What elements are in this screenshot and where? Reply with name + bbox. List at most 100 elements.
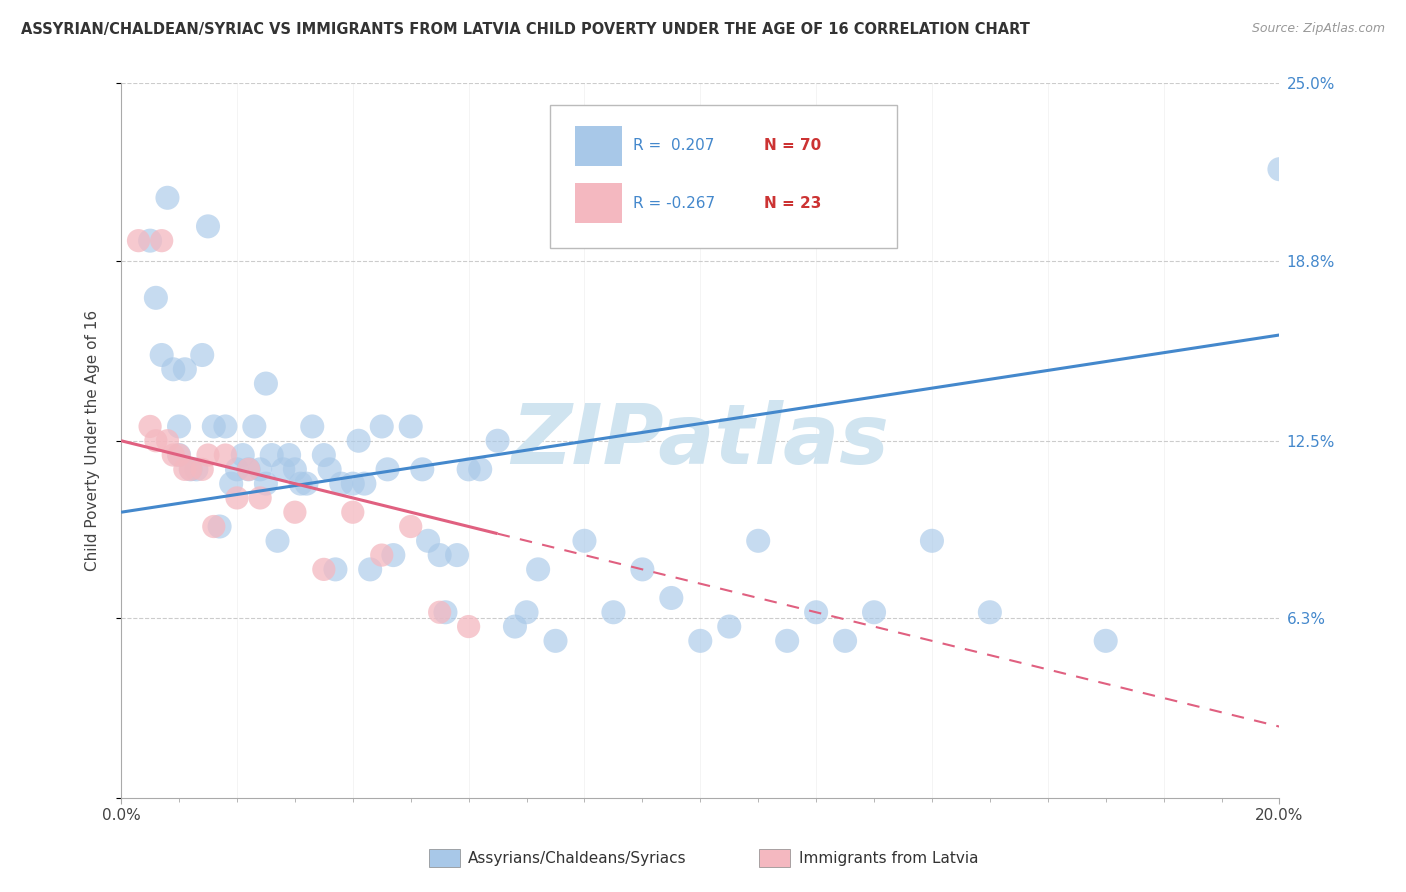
Point [429, 605, 451, 619]
Point [128, 234, 150, 248]
Point [979, 605, 1001, 619]
Point [659, 591, 682, 605]
Point [284, 462, 307, 476]
Point [359, 562, 381, 576]
Point [186, 462, 208, 476]
Point [574, 533, 596, 548]
Point [150, 348, 173, 362]
Text: N = 70: N = 70 [763, 138, 821, 153]
Point [214, 448, 236, 462]
Point [429, 548, 451, 562]
Point [238, 462, 260, 476]
Point [602, 605, 624, 619]
Bar [575, 184, 621, 223]
Point [226, 462, 249, 476]
Point [457, 462, 479, 476]
Point [180, 462, 202, 476]
Point [278, 448, 301, 462]
Point [139, 419, 162, 434]
Point [202, 419, 225, 434]
Point [371, 419, 394, 434]
Point [214, 419, 236, 434]
Point [156, 191, 179, 205]
Point [167, 419, 190, 434]
Point [312, 562, 335, 576]
Point [173, 462, 195, 476]
Point [232, 448, 254, 462]
FancyBboxPatch shape [550, 105, 897, 248]
Point [145, 291, 167, 305]
Point [180, 462, 202, 476]
Point [631, 562, 654, 576]
Point [1268, 162, 1291, 177]
Point [173, 362, 195, 376]
Point [318, 462, 340, 476]
Point [718, 619, 741, 633]
Point [921, 533, 943, 548]
Point [347, 434, 370, 448]
Bar [575, 127, 621, 166]
Point [260, 448, 283, 462]
Point [162, 448, 184, 462]
Point [446, 548, 468, 562]
Point [503, 619, 526, 633]
Point [377, 462, 399, 476]
Point [191, 348, 214, 362]
Point [342, 476, 364, 491]
Point [197, 219, 219, 234]
Point [145, 434, 167, 448]
Point [249, 462, 271, 476]
Point [139, 234, 162, 248]
Point [342, 505, 364, 519]
Point [416, 533, 439, 548]
Point [486, 434, 509, 448]
Point [202, 519, 225, 533]
Point [254, 476, 277, 491]
Point [150, 234, 173, 248]
Point [863, 605, 886, 619]
Text: ASSYRIAN/CHALDEAN/SYRIAC VS IMMIGRANTS FROM LATVIA CHILD POVERTY UNDER THE AGE O: ASSYRIAN/CHALDEAN/SYRIAC VS IMMIGRANTS F… [21, 22, 1031, 37]
Point [527, 562, 550, 576]
Point [312, 448, 335, 462]
Point [544, 633, 567, 648]
Point [295, 476, 318, 491]
Point [197, 448, 219, 462]
Point [301, 419, 323, 434]
Point [834, 633, 856, 648]
Point [191, 462, 214, 476]
Point [399, 519, 422, 533]
Point [167, 448, 190, 462]
Point [411, 462, 433, 476]
Point [249, 491, 271, 505]
Point [747, 533, 769, 548]
Point [290, 476, 312, 491]
Text: ZIPatlas: ZIPatlas [512, 401, 889, 482]
Text: N = 23: N = 23 [763, 196, 821, 211]
Text: R = -0.267: R = -0.267 [633, 196, 716, 211]
Point [271, 462, 294, 476]
Point [208, 519, 231, 533]
Point [353, 476, 375, 491]
Point [167, 448, 190, 462]
Point [226, 491, 249, 505]
Point [689, 633, 711, 648]
Y-axis label: Child Poverty Under the Age of 16: Child Poverty Under the Age of 16 [86, 310, 100, 571]
Point [266, 533, 288, 548]
Point [162, 362, 184, 376]
Point [804, 605, 827, 619]
Point [371, 548, 394, 562]
Point [515, 605, 537, 619]
Point [243, 419, 266, 434]
Text: Immigrants from Latvia: Immigrants from Latvia [799, 851, 979, 865]
Point [219, 476, 242, 491]
Text: Source: ZipAtlas.com: Source: ZipAtlas.com [1251, 22, 1385, 36]
Point [330, 476, 353, 491]
Point [457, 619, 479, 633]
Point [470, 462, 492, 476]
Point [434, 605, 457, 619]
Point [238, 462, 260, 476]
Text: Assyrians/Chaldeans/Syriacs: Assyrians/Chaldeans/Syriacs [468, 851, 686, 865]
Point [254, 376, 277, 391]
Point [382, 548, 405, 562]
Point [156, 434, 179, 448]
